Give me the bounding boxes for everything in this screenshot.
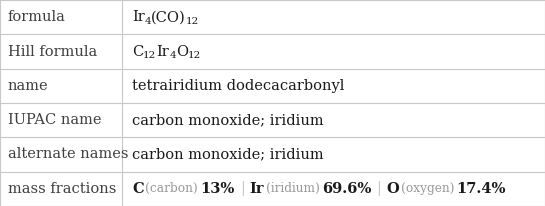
Text: Ir: Ir (250, 182, 264, 196)
Text: O: O (386, 182, 399, 196)
Text: (oxygen): (oxygen) (401, 182, 454, 195)
Text: name: name (8, 79, 49, 93)
Text: |: | (377, 181, 382, 196)
Text: (carbon): (carbon) (145, 182, 198, 195)
Text: O: O (176, 44, 188, 59)
Text: carbon monoxide; iridium: carbon monoxide; iridium (132, 113, 324, 127)
Text: 69.6%: 69.6% (322, 182, 371, 196)
Text: alternate names: alternate names (8, 147, 129, 162)
Text: (CO): (CO) (152, 10, 186, 24)
Text: C: C (132, 182, 144, 196)
Text: |: | (240, 181, 245, 196)
Text: 4: 4 (169, 51, 176, 60)
Text: 12: 12 (186, 17, 199, 26)
Text: formula: formula (8, 10, 66, 24)
Text: tetrairidium dodecacarbonyl: tetrairidium dodecacarbonyl (132, 79, 344, 93)
Text: C: C (132, 44, 143, 59)
Text: carbon monoxide; iridium: carbon monoxide; iridium (132, 147, 324, 162)
Text: 12: 12 (143, 51, 156, 60)
Text: (iridium): (iridium) (265, 182, 319, 195)
Text: Ir: Ir (132, 10, 145, 24)
Text: 12: 12 (188, 51, 201, 60)
Text: 4: 4 (145, 17, 152, 26)
Text: Hill formula: Hill formula (8, 44, 97, 59)
Text: Ir: Ir (156, 44, 169, 59)
Text: 13%: 13% (201, 182, 235, 196)
Text: IUPAC name: IUPAC name (8, 113, 101, 127)
Text: mass fractions: mass fractions (8, 182, 117, 196)
Text: 17.4%: 17.4% (457, 182, 506, 196)
